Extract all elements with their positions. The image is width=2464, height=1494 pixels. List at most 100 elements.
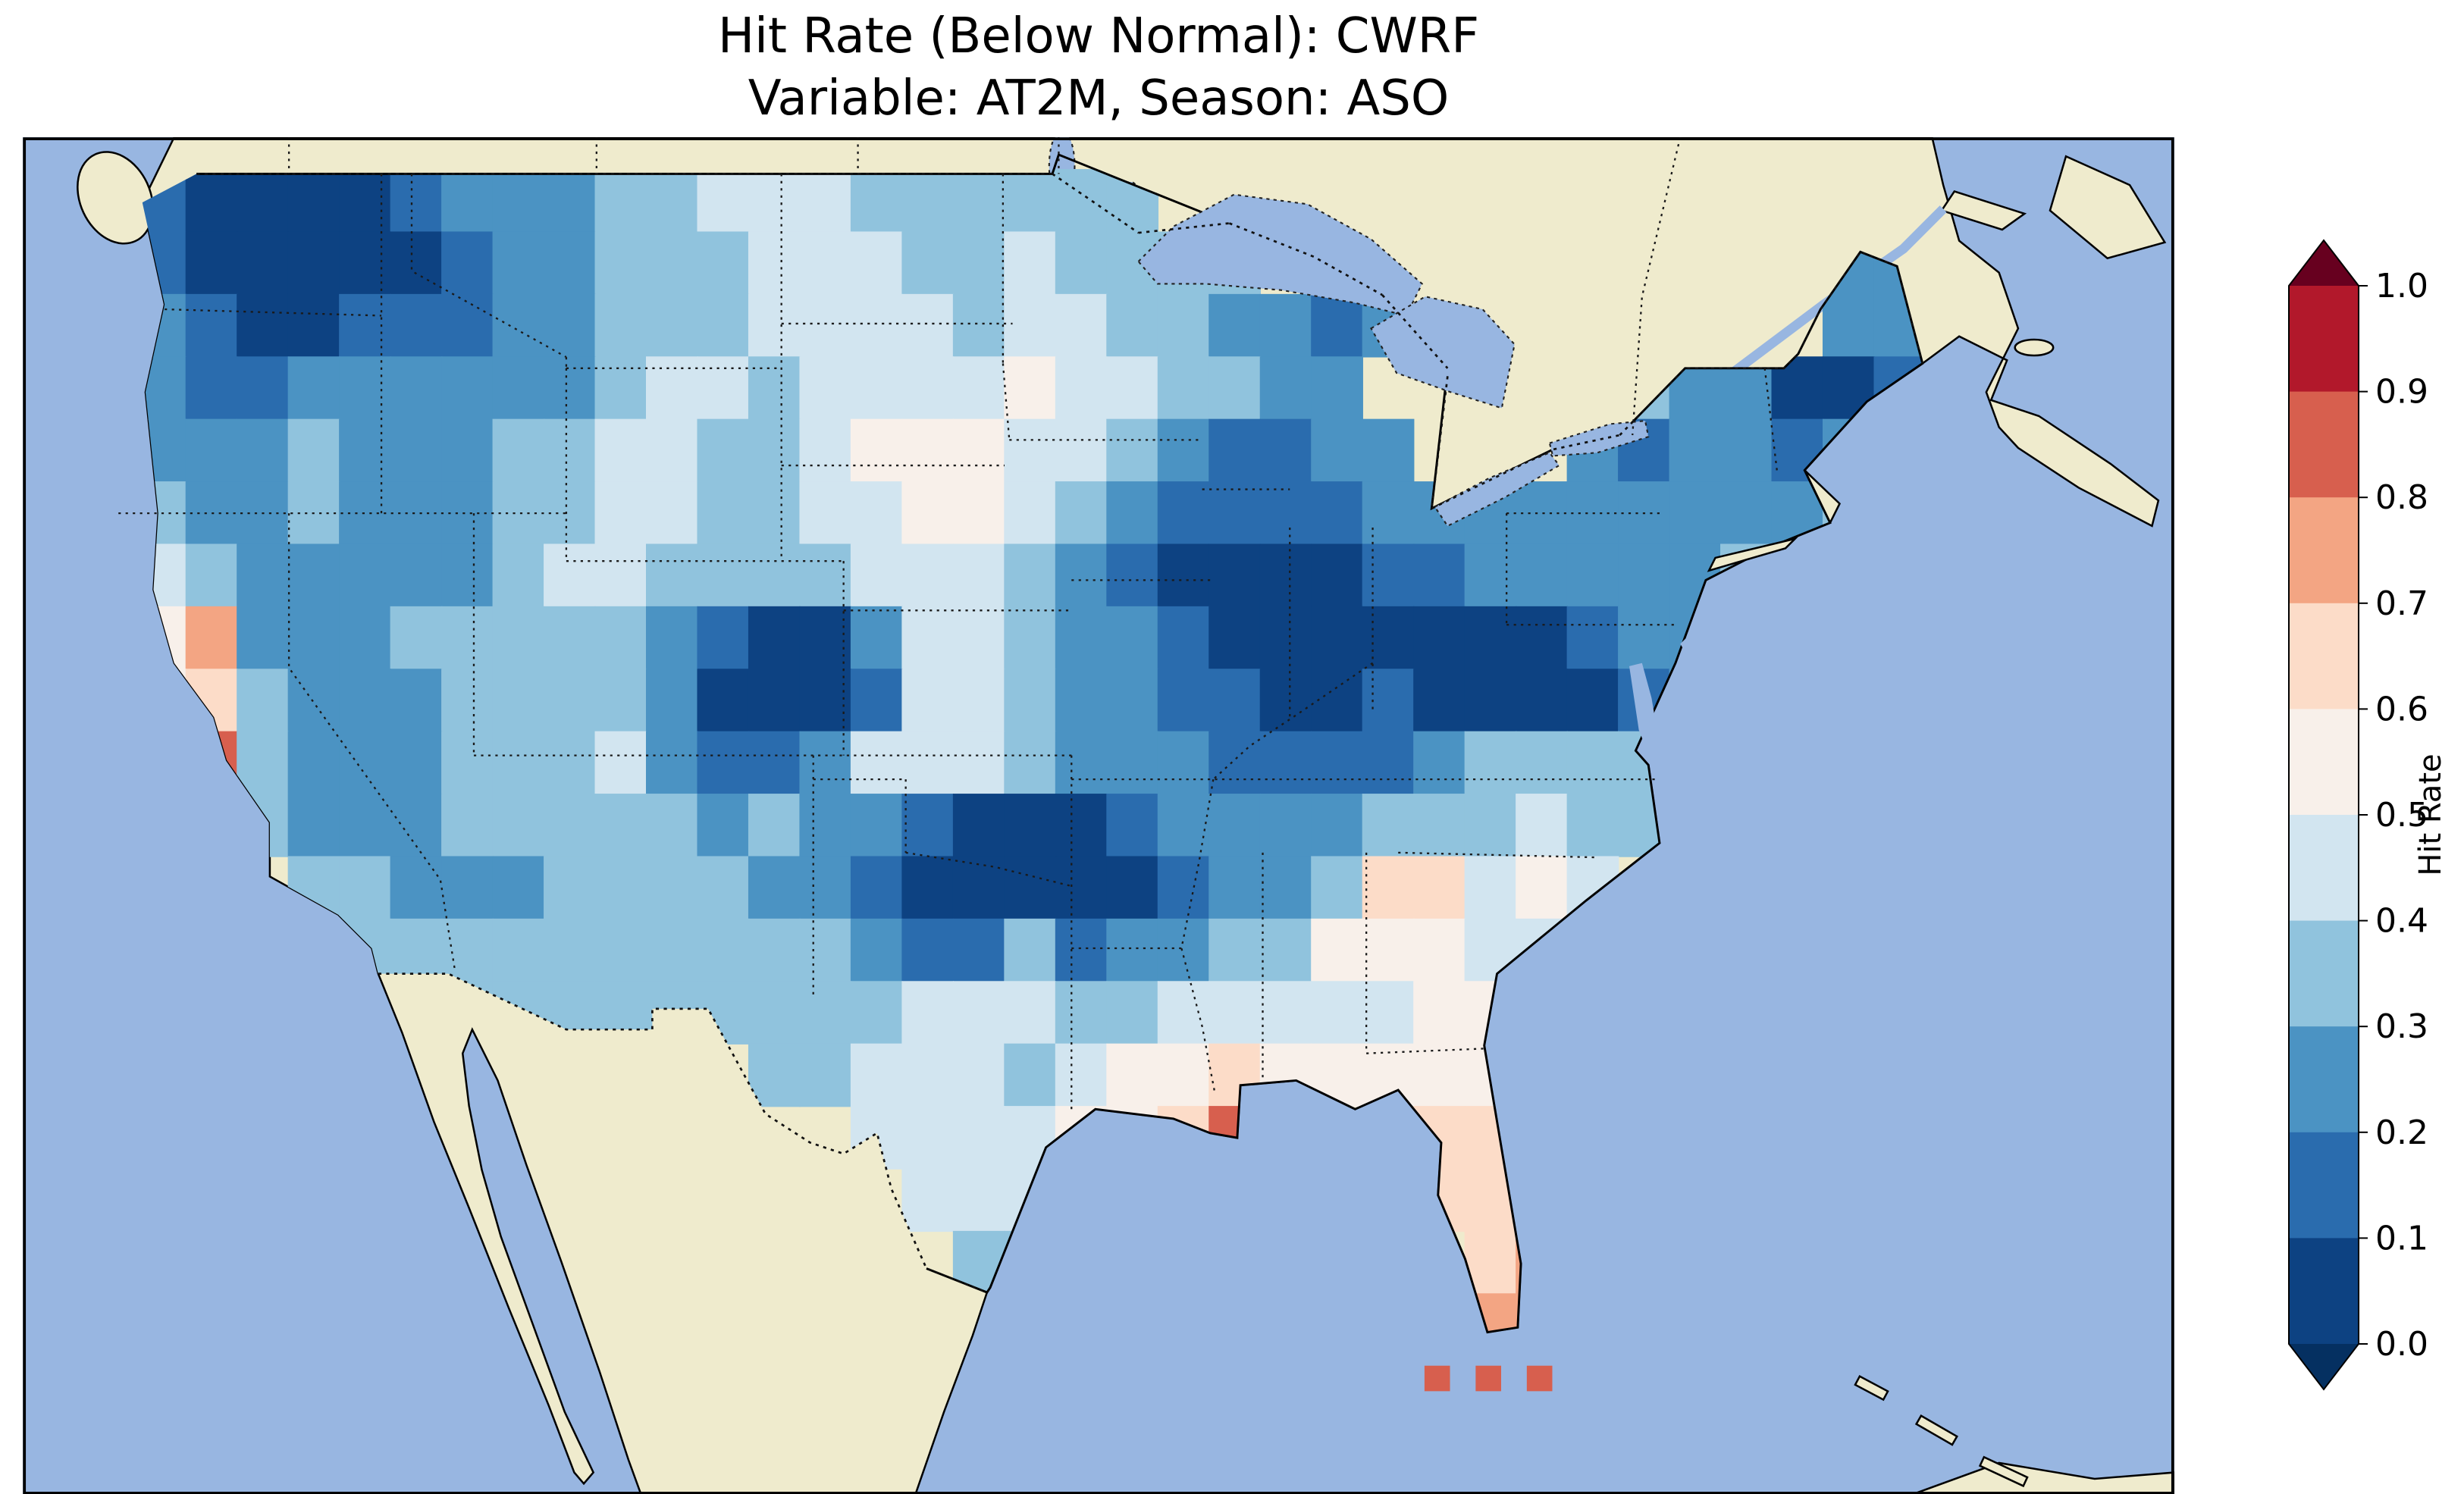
hit-rate-cell [646, 231, 698, 296]
hit-rate-cell [390, 794, 443, 857]
hit-rate-cell [185, 231, 238, 296]
hit-rate-cell [594, 543, 647, 608]
hit-rate-cell [544, 794, 596, 857]
hit-rate-cell [697, 231, 750, 296]
hit-rate-cell [1157, 731, 1210, 795]
hit-rate-cell [1055, 669, 1108, 732]
hit-rate-cell [901, 481, 955, 545]
hit-rate-cell [339, 481, 391, 545]
colorbar-axis-label: Hit Rate [2413, 753, 2448, 875]
hit-rate-cell [1566, 543, 1619, 608]
colorbar-extend-low [2289, 1344, 2359, 1389]
hit-rate-cell [441, 918, 494, 982]
hit-rate-cell [697, 543, 750, 608]
hit-rate-cell [1413, 918, 1466, 982]
hit-rate-cell [901, 356, 955, 420]
hit-rate-cell [1106, 1043, 1159, 1107]
hit-rate-cell [594, 169, 647, 233]
hit-rate-cell [441, 856, 494, 920]
hit-rate-cell [1208, 731, 1261, 795]
hit-rate-cell [339, 856, 391, 920]
hit-rate-cell [441, 731, 494, 795]
hit-rate-cell [1106, 981, 1159, 1045]
hit-rate-cell [1004, 794, 1057, 857]
hit-rate-cell [748, 669, 801, 732]
hit-rate-cell [952, 606, 1005, 670]
hit-rate-cell [1055, 918, 1108, 982]
hit-rate-cell [697, 856, 750, 920]
hit-rate-cell [1157, 481, 1210, 545]
hit-rate-cell [1822, 293, 1875, 358]
hit-rate-cell [1362, 794, 1415, 857]
hit-rate-cell [1004, 606, 1057, 670]
hit-rate-cell [1106, 418, 1159, 483]
colorbar-segment [2289, 603, 2359, 710]
hit-rate-cell [952, 669, 1005, 732]
hit-rate-cell [850, 169, 903, 233]
hit-rate-cell [1157, 293, 1210, 358]
hit-rate-cell [799, 481, 852, 545]
hit-rate-cell [544, 606, 596, 670]
colorbar-tick-label: 1.0 [2375, 267, 2428, 305]
hit-rate-cell [1720, 481, 1773, 545]
hit-rate-cell [237, 356, 289, 420]
bahamas-island-2 [1914, 1414, 1958, 1446]
hit-rate-cell [544, 918, 596, 982]
bahamas-island-1 [1854, 1375, 1889, 1402]
hit-rate-cell [1157, 794, 1210, 857]
hit-rate-cell [1208, 606, 1261, 670]
hit-rate-cell [799, 356, 852, 420]
hit-rate-cell [1516, 669, 1568, 732]
hit-rate-cell [1311, 606, 1363, 670]
hit-rate-cell [1208, 481, 1261, 545]
hit-rate-cell [850, 231, 903, 296]
hit-rate-cell [1157, 543, 1210, 608]
hit-rate-cell [1464, 731, 1517, 795]
hit-rate-cell [441, 356, 494, 420]
hit-rate-cell [850, 856, 903, 920]
hit-rate-cell [1106, 543, 1159, 608]
hit-rate-cell [339, 231, 391, 296]
hit-rate-cell [646, 169, 698, 233]
hit-rate-cell [901, 543, 955, 608]
hit-rate-cell [441, 794, 494, 857]
colorbar-tick-label: 0.1 [2375, 1219, 2428, 1258]
hit-rate-cell [544, 731, 596, 795]
lake-ontario [1548, 420, 1650, 457]
colorbar-segment [2289, 920, 2359, 1028]
hit-rate-cell [1106, 731, 1159, 795]
hit-rate-cell [1106, 918, 1159, 982]
great-lakes [1137, 193, 1798, 763]
hit-rate-cell [1055, 169, 1108, 233]
us-mexico-border [378, 973, 988, 1294]
hit-rate-cell [646, 356, 698, 420]
hit-rate-cell [1157, 356, 1210, 420]
hit-rate-cell [1311, 918, 1363, 982]
hit-rate-cell [390, 418, 443, 483]
hit-rate-cell [1311, 856, 1363, 920]
hit-rate-cell [850, 293, 903, 358]
hit-rate-cell [544, 356, 596, 420]
hit-rate-cell [185, 481, 238, 545]
hit-rate-cell [339, 731, 391, 795]
hit-rate-cell [1362, 856, 1415, 920]
hit-rate-cell [697, 606, 750, 670]
hit-rate-cell [594, 606, 647, 670]
colorbar-contents: 1.0 0.9 0.8 0.7 0.6 0.5 0.4 0.3 0.2 0.1 0.0 Hit Rat… [2288, 239, 2448, 1391]
hit-rate-cell [1362, 731, 1415, 795]
hit-rate-cell [1311, 669, 1363, 732]
hit-rate-cell [185, 169, 238, 233]
hit-rate-cell [952, 1043, 1005, 1107]
hit-rate-cell [1157, 606, 1210, 670]
hit-rate-cell [1516, 543, 1568, 608]
hit-rate-cell [646, 918, 698, 982]
hit-rate-cell [1055, 606, 1108, 670]
hit-rate-cell [1566, 606, 1619, 670]
delaware-bay [1680, 634, 1706, 670]
hit-rate-cell [1475, 1365, 1501, 1392]
us-canada-border [196, 172, 1924, 510]
hit-rate-cell [1004, 856, 1057, 920]
hit-rate-cell [1106, 669, 1159, 732]
hit-rate-cell [492, 169, 545, 233]
